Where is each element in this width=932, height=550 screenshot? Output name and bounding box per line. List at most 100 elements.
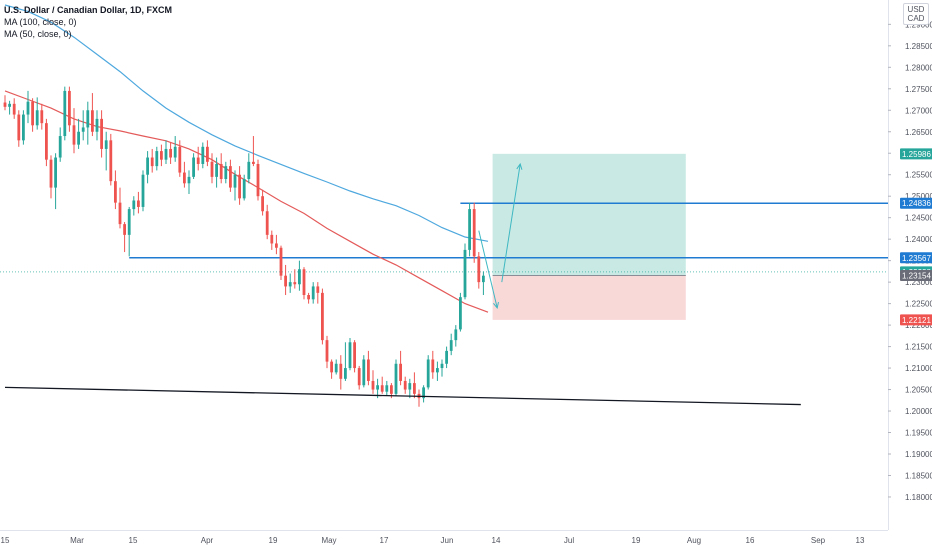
price-label-box bbox=[900, 197, 932, 209]
candle-body bbox=[3, 102, 7, 107]
time-tick-label: Jun bbox=[441, 536, 454, 545]
candle-body bbox=[178, 146, 182, 173]
time-tick-label: 15 bbox=[129, 536, 138, 545]
candle-body bbox=[482, 275, 485, 283]
price-tick-label: 1.28500 bbox=[905, 42, 932, 51]
candle-body bbox=[307, 295, 310, 300]
candle-body bbox=[325, 340, 329, 362]
projection-arrow-0 bbox=[478, 230, 498, 309]
price-label-box bbox=[900, 252, 932, 264]
candle-body bbox=[394, 363, 398, 394]
candle-body bbox=[247, 161, 251, 180]
price-tick-label: 1.23000 bbox=[905, 278, 932, 287]
candle-body bbox=[35, 110, 39, 126]
candle-body bbox=[380, 385, 384, 392]
candle-body bbox=[192, 157, 195, 177]
candle-body bbox=[256, 163, 260, 197]
candle-body bbox=[109, 140, 113, 182]
candle-body bbox=[95, 118, 99, 132]
candle-body bbox=[45, 123, 48, 160]
candle-body bbox=[17, 114, 21, 141]
time-tick-label: 17 bbox=[380, 536, 389, 545]
price-tick-label: 1.21000 bbox=[905, 364, 932, 373]
candle-body bbox=[210, 161, 214, 177]
candle-body bbox=[463, 249, 467, 298]
candle-body bbox=[390, 385, 393, 394]
candle-body bbox=[58, 136, 62, 158]
legend-ma50: MA (50, close, 0) bbox=[4, 29, 72, 39]
candle-body bbox=[26, 101, 30, 115]
candle-body bbox=[279, 247, 283, 276]
price-tick-label: 1.27500 bbox=[905, 85, 932, 94]
candle-body bbox=[472, 209, 476, 257]
candle-body bbox=[293, 282, 297, 285]
candle-body bbox=[436, 368, 439, 373]
candle-body bbox=[357, 368, 361, 386]
candle-body bbox=[459, 297, 462, 330]
candle-body bbox=[422, 387, 425, 399]
candle-body bbox=[127, 209, 131, 235]
price-tick-label: 1.28000 bbox=[905, 63, 932, 72]
candle-body bbox=[440, 363, 444, 369]
candle-body bbox=[288, 282, 292, 287]
time-tick-label: 13 bbox=[856, 536, 865, 545]
candle-body bbox=[123, 224, 126, 235]
candle-body bbox=[40, 110, 44, 124]
candle-body bbox=[31, 101, 34, 126]
candle-body bbox=[367, 359, 370, 381]
candle-body bbox=[118, 202, 122, 225]
candle-body bbox=[49, 159, 53, 188]
candle-body bbox=[155, 151, 159, 167]
time-tick-label: May bbox=[321, 536, 336, 545]
time-tick-label: 14 bbox=[492, 536, 501, 545]
candle-body bbox=[376, 385, 379, 390]
candle-body bbox=[385, 385, 389, 392]
candle-body bbox=[445, 350, 448, 364]
price-tick-label: 1.24500 bbox=[905, 214, 932, 223]
candle-body bbox=[353, 342, 356, 369]
price-tick-label: 1.20000 bbox=[905, 407, 932, 416]
candle-body bbox=[229, 166, 232, 188]
time-tick-label: 15 bbox=[1, 536, 10, 545]
price-tick-label: 1.21500 bbox=[905, 343, 932, 352]
candle-body bbox=[187, 176, 191, 184]
candle-body bbox=[141, 174, 145, 207]
time-tick-label: Jul bbox=[564, 536, 574, 545]
candle-body bbox=[242, 179, 246, 199]
candle-body bbox=[63, 90, 67, 137]
candle-body bbox=[298, 269, 301, 285]
candle-body bbox=[206, 146, 209, 162]
candle-body bbox=[449, 340, 453, 351]
candle-body bbox=[160, 151, 163, 160]
price-tick-label: 1.19000 bbox=[905, 450, 932, 459]
candle-body bbox=[348, 342, 352, 369]
candle-body bbox=[146, 157, 149, 175]
ma50-line bbox=[4, 90, 489, 313]
chart-legend: U.S. Dollar / Canadian Dollar, 1D, FXCM … bbox=[4, 4, 172, 40]
price-tick-label: 1.25000 bbox=[905, 192, 932, 201]
candle-body bbox=[371, 380, 375, 390]
price-tick-label: 1.18000 bbox=[905, 493, 932, 502]
candle-body bbox=[77, 131, 80, 145]
candle-body bbox=[233, 174, 237, 188]
candle-body bbox=[408, 383, 412, 390]
candle-body bbox=[426, 359, 430, 388]
price-tick-label: 1.19500 bbox=[905, 429, 932, 438]
candle-body bbox=[321, 292, 324, 341]
candle-body bbox=[68, 90, 71, 126]
candle-body bbox=[132, 200, 136, 210]
loss-zone bbox=[492, 275, 686, 320]
candle-body bbox=[215, 163, 218, 177]
candle-body bbox=[454, 329, 458, 341]
candle-body bbox=[344, 368, 347, 379]
candle-body bbox=[252, 161, 255, 164]
candle-body bbox=[330, 361, 333, 373]
candle-body bbox=[114, 181, 117, 203]
ma100-line bbox=[4, 4, 489, 242]
candle-body bbox=[91, 110, 94, 132]
candle-body bbox=[201, 146, 205, 164]
candle-body bbox=[413, 383, 416, 394]
price-label: 1.23567 bbox=[902, 254, 931, 263]
price-tick-label: 1.20500 bbox=[905, 386, 932, 395]
